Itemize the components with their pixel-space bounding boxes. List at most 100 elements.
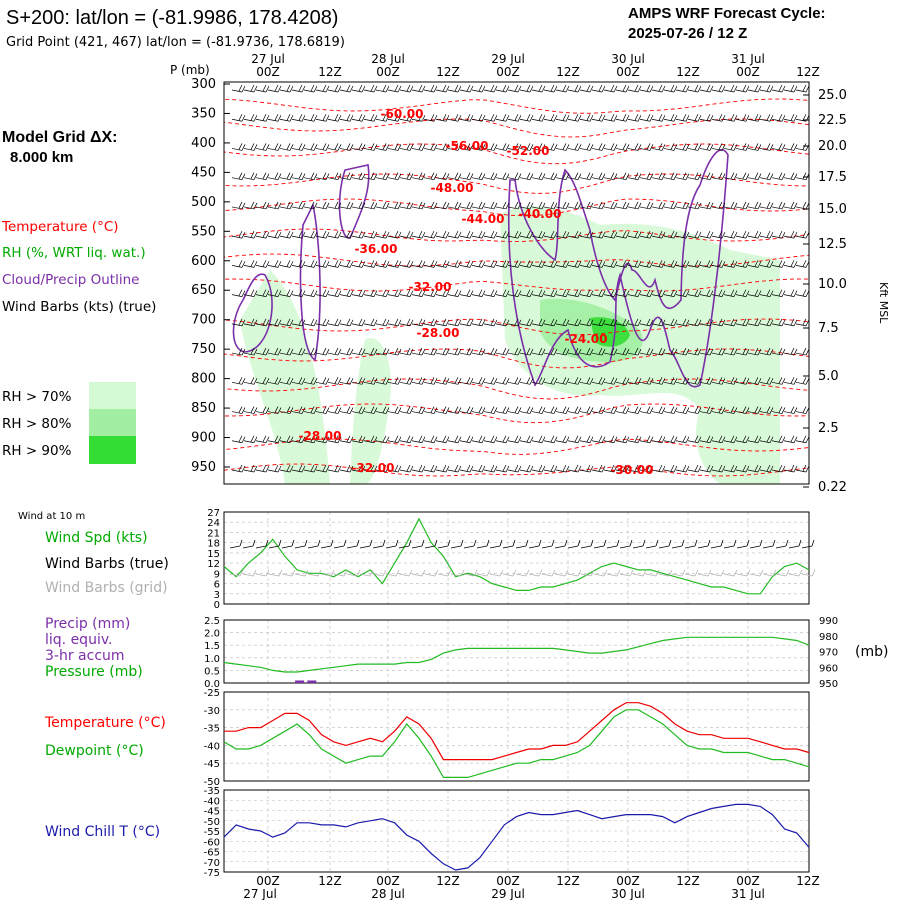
wind-barb — [423, 230, 438, 239]
height-tick-label: 2.5 — [818, 421, 839, 436]
top-date-label: 27 Jul — [251, 52, 285, 66]
wind-barb — [303, 260, 318, 268]
wind-barb — [579, 318, 594, 327]
bottom-time-label: 12Z — [318, 874, 342, 888]
wind-barb — [711, 406, 726, 414]
wind-barb — [351, 114, 366, 122]
wind-barb — [387, 406, 402, 414]
y-tick-label: 9 — [214, 569, 220, 580]
wind-barb — [687, 260, 702, 268]
wind-barb — [243, 143, 258, 151]
cloud-precip-outline — [232, 273, 273, 353]
wind-barb — [579, 172, 594, 181]
wind-barb — [531, 377, 546, 385]
wind-barb — [435, 172, 450, 181]
wind-barb — [627, 377, 642, 385]
wind-barbs-true-label: Wind Barbs (true) — [45, 556, 169, 572]
wind-barb — [399, 318, 414, 327]
wind-barb — [471, 318, 486, 327]
wind-barb — [375, 260, 390, 268]
wind-barb — [555, 114, 570, 122]
wind-barb — [327, 406, 342, 414]
wind-barb — [531, 84, 546, 93]
wind-barb — [363, 260, 378, 268]
wind-barb — [723, 289, 738, 297]
wind-barb — [675, 464, 690, 473]
wind-barb — [699, 84, 714, 93]
top-time-label: 12Z — [318, 65, 342, 79]
wind-barb — [375, 289, 390, 297]
wind-barb — [315, 289, 330, 297]
temperature-contour — [223, 278, 810, 292]
wind-barb-grid — [645, 569, 660, 577]
wind-barb — [711, 464, 726, 473]
temperature-contour — [223, 118, 810, 138]
wind-barb-true — [658, 539, 672, 549]
bottom-date-label: 28 Jul — [371, 887, 405, 900]
wind-barb — [603, 435, 618, 444]
wind-barb — [771, 464, 786, 473]
wind-barb-grid — [528, 569, 543, 577]
wind-barb — [543, 435, 558, 444]
wind-barb — [747, 114, 762, 122]
wind-barb — [591, 201, 606, 210]
pressure-tick-label: 750 — [191, 342, 216, 357]
wind-barb — [747, 260, 762, 268]
wind-barb — [387, 201, 402, 210]
wind-barb — [495, 289, 510, 297]
wind-barb — [243, 172, 258, 181]
y-tick-label: 0.0 — [204, 679, 220, 690]
y-tick-label: 0.5 — [204, 666, 220, 677]
wind-barb — [663, 230, 678, 239]
wind-barb — [483, 347, 498, 356]
wind-barb — [759, 114, 774, 122]
wind-barb — [495, 260, 510, 268]
wind-barb — [591, 289, 606, 297]
wind-barb-grid — [268, 569, 283, 577]
wind-barb — [411, 143, 426, 151]
wind-barb — [603, 318, 618, 327]
wind-barb — [315, 260, 330, 268]
wind-barb — [627, 406, 642, 414]
wind-barb — [507, 230, 522, 239]
wind-barb — [783, 84, 798, 93]
wind-barb — [639, 289, 654, 297]
wind-barb — [267, 318, 282, 327]
wind-barb — [507, 435, 522, 444]
station-title: S+200: lat/lon = (-81.9986, 178.4208) — [6, 7, 338, 29]
wind-barb — [291, 230, 306, 239]
wind-barb — [759, 318, 774, 327]
wind-barb — [555, 260, 570, 268]
wind-barb — [279, 435, 294, 444]
wind-barb — [243, 377, 258, 385]
temperature-contour-label: -28.00 — [299, 429, 342, 443]
wind-barb — [291, 464, 306, 473]
wind-barb — [363, 84, 378, 93]
model-grid-value: 8.000 km — [10, 149, 73, 166]
wind-barb-true — [450, 539, 464, 549]
wind-barb-grid — [372, 569, 387, 577]
wind-barb — [615, 377, 630, 385]
wind-barb — [567, 464, 582, 473]
wind-barb — [495, 377, 510, 385]
y-tick-label: -50 — [204, 817, 220, 828]
temperature-contour-label: -56.00 — [446, 139, 489, 153]
wind-barb — [699, 347, 714, 356]
wind-barb-grid — [580, 569, 595, 577]
wind-barb — [567, 289, 582, 297]
wind-barb — [495, 318, 510, 327]
wind-barb — [699, 201, 714, 210]
wind-barb — [459, 201, 474, 210]
wind-barb — [459, 260, 474, 268]
wind-barb — [747, 230, 762, 239]
wind-barb-grid — [541, 569, 556, 577]
wind-barb — [411, 114, 426, 122]
wind-barb — [567, 406, 582, 414]
wind-barb — [603, 201, 618, 210]
wind-barb — [639, 406, 654, 414]
wind-barb — [711, 260, 726, 268]
top-time-label: 12Z — [796, 65, 820, 79]
wind-barb — [543, 406, 558, 414]
wind-barb — [471, 464, 486, 473]
wind-barb — [783, 172, 798, 181]
